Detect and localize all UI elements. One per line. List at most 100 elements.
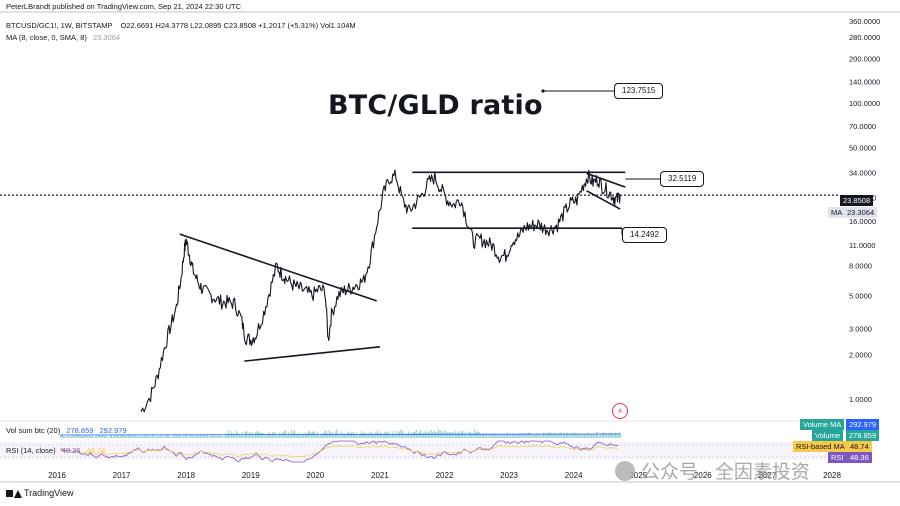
volume-bar <box>226 433 228 438</box>
volume-bar <box>301 433 303 438</box>
volume-bar <box>205 434 207 438</box>
volume-bar <box>207 433 209 438</box>
volume-bar <box>490 433 492 438</box>
volume-bar <box>136 435 138 438</box>
volume-bar <box>564 434 566 438</box>
rsi-label: RSI (14, close) 48.36 48.74 <box>6 446 105 455</box>
volume-bar <box>144 435 146 438</box>
volume-bar <box>234 434 236 438</box>
volume-bar <box>549 432 551 438</box>
volume-bar <box>475 432 477 438</box>
volume-bar <box>138 436 140 438</box>
volume-bar <box>303 434 305 438</box>
last-price-tag: 23.8508 <box>840 195 874 206</box>
volume-bar <box>150 434 152 438</box>
volume-bar <box>204 434 206 438</box>
volume-bar <box>550 433 552 438</box>
volume-bar <box>202 434 204 438</box>
volume-bar <box>591 433 593 438</box>
volume-bar <box>423 432 425 438</box>
volume-bar <box>378 433 380 438</box>
volume-bar <box>133 435 135 438</box>
volume-bar <box>343 433 345 438</box>
volume-bar <box>247 433 249 438</box>
volume-tag-value: 278.859 <box>846 430 880 441</box>
volume-bar <box>589 434 591 438</box>
volume-bar <box>547 432 549 438</box>
volume-bar <box>453 432 455 438</box>
volume-bar <box>333 434 335 438</box>
volume-bar <box>411 432 413 438</box>
volume-bar <box>559 432 561 438</box>
volume-bar <box>513 433 515 438</box>
volume-bar <box>508 435 510 438</box>
volume-bar <box>447 432 449 438</box>
volume-bar <box>349 432 351 438</box>
volume-bar <box>610 432 612 438</box>
rsi-ma-tag-label: RSI-based MA <box>793 441 848 452</box>
volume-bar <box>148 436 150 438</box>
volume-bar <box>153 433 155 438</box>
volume-bar <box>276 435 278 438</box>
volume-bar <box>418 431 420 438</box>
volume-bar <box>310 432 312 438</box>
volume-bar <box>94 435 96 438</box>
volume-bar <box>114 434 116 438</box>
volume-bar <box>252 432 254 438</box>
volume-bar <box>517 434 519 438</box>
volume-bar <box>141 436 143 438</box>
wechat-icon <box>615 460 635 481</box>
volume-bar <box>604 433 606 438</box>
x-tick-label: 2023 <box>500 471 518 480</box>
volume-bar <box>85 435 87 438</box>
volume-bar <box>216 435 218 438</box>
volume-bar <box>586 433 588 438</box>
callout-14[interactable]: 14.2492 <box>622 227 667 243</box>
volume-bar <box>478 432 480 438</box>
volume-bar <box>606 434 608 438</box>
volume-bar <box>277 435 279 438</box>
rsi-tag-value: 48.36 <box>847 452 872 463</box>
volume-bar <box>73 435 75 438</box>
volume-bar <box>108 436 110 438</box>
callout-32[interactable]: 32.5119 <box>660 171 705 187</box>
y-tick-label: 2.0000 <box>849 350 872 359</box>
volume-bar <box>493 433 495 438</box>
volume-bar <box>615 432 617 438</box>
volume-bar <box>480 433 482 438</box>
volume-bar <box>229 433 231 438</box>
rsi-tag-label: RSI <box>828 452 847 463</box>
volume-bar <box>504 434 506 438</box>
volume-bar <box>456 433 458 438</box>
x-tick-label: 2017 <box>113 471 131 480</box>
rsi-name[interactable]: RSI (14, close) <box>6 446 56 455</box>
volume-bar <box>544 433 546 438</box>
volume-bar <box>430 429 432 438</box>
volume-bar <box>217 435 219 438</box>
volume-bar <box>546 433 548 438</box>
volume-bar <box>70 435 72 438</box>
symbol[interactable]: BTCUSD/GC1!, 1W, BITSTAMP <box>6 21 113 30</box>
volume-bar <box>66 436 68 438</box>
footer-brand[interactable]: TradingView <box>24 488 74 498</box>
volume-bar <box>84 435 86 438</box>
callout-123[interactable]: 123.7515 <box>614 83 664 99</box>
ma-label[interactable]: MA (8, close, 0, SMA, 8) <box>6 33 87 42</box>
trendline <box>586 172 626 188</box>
volume-bar <box>99 435 101 438</box>
x-axis[interactable]: 2016 2017 2018 2019 2020 2021 2022 2023 2024 2025… <box>48 471 841 480</box>
volume-bar <box>147 435 149 438</box>
volume-bar <box>487 435 489 438</box>
volume-bar <box>373 433 375 438</box>
volume-bar <box>555 433 557 438</box>
tradingview-logo-icon <box>6 489 22 498</box>
watermark-text: 公众号 · 全因素投资 <box>641 462 810 483</box>
volume-bar <box>292 432 294 438</box>
x-tick-label: 2024 <box>565 471 583 480</box>
volume-bar <box>280 433 282 438</box>
trendline <box>586 190 621 210</box>
lightning-icon[interactable]: ⚡ <box>612 403 628 419</box>
volume-bar <box>174 433 176 438</box>
volume-name[interactable]: Vol sum btc (20) <box>6 426 61 435</box>
